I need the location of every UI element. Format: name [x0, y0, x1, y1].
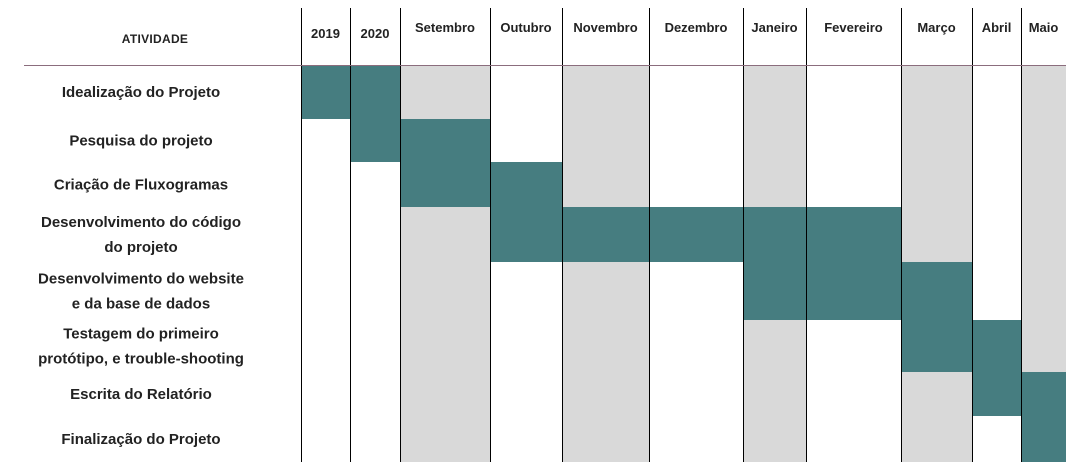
- task-bar-4: [743, 262, 972, 320]
- period-label-5: Dezembro: [665, 20, 728, 35]
- period-label-1: 2020: [361, 26, 390, 41]
- period-label-10: Maio: [1029, 20, 1059, 35]
- task-label-5-0: Testagem do primeiro: [63, 326, 219, 343]
- task-bar-3: [490, 207, 901, 262]
- task-label-4-1: e da base de dados: [72, 296, 210, 313]
- task-label-0-0: Idealização do Projeto: [62, 84, 220, 101]
- task-bar-5: [901, 320, 1021, 372]
- period-label-3: Outubro: [500, 20, 551, 35]
- shaded-column-4: [562, 65, 649, 462]
- task-bar-2: [400, 162, 562, 207]
- task-label-6-0: Escrita do Relatório: [70, 386, 212, 403]
- task-label-1-0: Pesquisa do projeto: [69, 133, 212, 150]
- period-label-2: Setembro: [415, 20, 475, 35]
- activity-header: ATIVIDADE: [122, 32, 188, 46]
- period-label-6: Janeiro: [751, 20, 797, 35]
- task-label-3-0: Desenvolvimento do código: [41, 214, 241, 231]
- task-bar-6: [972, 372, 1066, 416]
- task-label-5-1: protótipo, e trouble-shooting: [38, 351, 244, 368]
- task-label-4-0: Desenvolvimento do website: [38, 271, 244, 288]
- period-label-0: 2019: [311, 26, 340, 41]
- task-label-3-1: do projeto: [104, 239, 177, 256]
- period-label-9: Abril: [982, 20, 1012, 35]
- task-bar-7: [1021, 416, 1066, 462]
- period-label-8: Março: [917, 20, 955, 35]
- period-label-7: Fevereiro: [824, 20, 883, 35]
- task-label-7-0: Finalização do Projeto: [61, 431, 220, 448]
- task-label-2-0: Criação de Fluxogramas: [54, 177, 228, 194]
- period-label-4: Novembro: [573, 20, 637, 35]
- task-bar-1: [350, 119, 490, 162]
